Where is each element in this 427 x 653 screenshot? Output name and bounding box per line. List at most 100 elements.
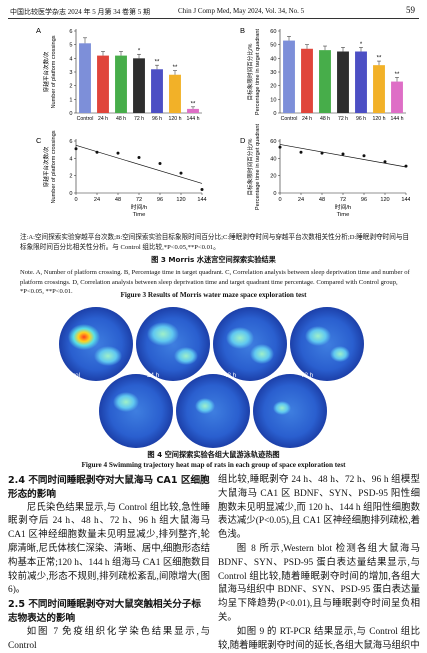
figure-title-en: Figure 3 Results of Morris water maze sp… [120,291,307,299]
x-tick-label: 144 [401,197,410,203]
x-tick-label: 144 [197,197,206,203]
y-axis-title: 穿越平台次数/次 [42,146,50,187]
x-tick-label: 24 h [98,116,108,122]
x-tick-label: 48 h [116,116,126,122]
x-tick-label: 0 [278,197,281,203]
y-tick-label: 0 [69,191,72,197]
x-tick-label: Control [281,116,298,122]
y-axis-title: 目标象限时间百分比/% [246,44,254,101]
y-tick-label: 60 [270,29,276,35]
x-tick-label: Control [77,116,94,122]
significance: ** [191,101,196,107]
heat-map-label: 144 h [253,439,269,446]
y-tick-label: 4 [69,156,72,162]
y-axis-title: 目标象限时间百分比/% [246,139,254,196]
y-tick-label: 2 [69,174,72,180]
x-axis-title: Time [133,212,146,218]
significance: * [138,49,141,55]
significance: ** [155,60,160,66]
point [278,145,282,149]
panel-label: A [36,26,41,35]
heat-map-label: 72 h [301,372,314,379]
x-tick-label: 0 [74,197,77,203]
y-axis-title: Percentage time in target quadrant [255,123,261,210]
x-tick-label: 24 [298,197,304,203]
point [137,155,141,159]
point [299,150,303,154]
y-tick-label: 6 [69,29,72,35]
paragraph: 如图 9 的 RT-PCR 结果显示,与 Control 组比较,随着睡眠剥夺时… [218,626,420,651]
x-tick-label: 48 h [320,116,330,122]
point [341,152,345,156]
figure-4: Control 24 h 48 h 72 h 96 h 120 h 144 h [59,307,364,448]
bar [97,55,109,113]
header-rule [8,18,419,19]
section-heading: 2.4 不同时间睡眠剥夺对大鼠海马 CA1 区细胞形态的影响 [8,475,210,500]
paragraph: 图 8 所示,Western blot 检测各组大鼠海马 BDNF、SYN、PS… [218,543,420,623]
y-tick-label: 20 [270,84,276,90]
y-axis-title: 穿越平台次数/次 [42,51,50,92]
x-axis-title: 时间/h [335,203,351,211]
section-heading: 2.5 不同时间睡眠剥夺对大鼠突触相关分子标志物表达的影响 [8,599,202,624]
bar [151,69,163,113]
x-tick-label: 120 [380,197,389,203]
heat-map-label: 96 h [100,439,113,446]
journal-cn: 中国比较医学杂志 2024 年 5 月第 34 卷第 5 期 [10,8,150,16]
figure-title-cn: 图 3 Morris 水迷宫空间探索实验结果 [151,255,276,264]
y-tick-label: 40 [270,56,276,62]
note-cn: 注:A:空间探索实验穿越平台次数;B:空间探索实验目标象限时间百分比;C:睡眠剥… [20,234,410,251]
y-tick-label: 0 [69,111,72,117]
bar [133,58,145,113]
y-tick-label: 6 [69,139,72,145]
point [158,162,162,166]
x-tick-label: 24 [94,197,100,203]
y-tick-label: 30 [270,70,276,76]
heat-maps [59,307,364,448]
fit-line [279,144,407,168]
figure4-title-en: Figure 4 Swimming trajectory heat map of… [81,461,346,469]
significance: ** [173,65,178,71]
heat-map-label: 24 h [147,372,160,379]
y-tick-label: 3 [69,70,72,76]
x-tick-label: 72 [136,197,142,203]
left-column: 2.4 不同时间睡眠剥夺对大鼠海马 CA1 区细胞形态的影响 尼氏染色结果显示,… [8,474,210,653]
panel-label: B [240,26,245,35]
x-tick-label: 72 h [338,116,348,122]
bar [169,74,181,113]
x-tick-label: 24 h [302,116,312,122]
bar [373,65,385,113]
bar [301,48,313,114]
heat-map-label: 48 h [224,372,237,379]
figure4-title-cn: 图 4 空间探索实验各组大鼠游泳轨迹热图 [147,450,280,459]
y-tick-label: 10 [270,97,276,103]
y-tick-label: 4 [69,56,72,62]
y-axis-title: Number of platform crossings [51,130,57,203]
y-tick-label: 60 [270,139,276,145]
bar [79,43,91,113]
point [383,160,387,164]
x-tick-label: 96 h [356,116,366,122]
note-en: Note. A, Number of platform crossing. B,… [20,269,410,296]
y-tick-label: 2 [69,84,72,90]
x-axis-title: 时间/h [131,203,147,211]
x-axis-title: Time [337,212,350,218]
y-tick-label: 20 [270,174,276,180]
point [320,151,324,155]
page-number: 59 [406,5,415,15]
paragraph: 尼氏染色结果显示,与 Control 组比较,急性睡眠剥夺后 24 h、48 h… [8,502,210,596]
x-tick-label: 48 [115,197,121,203]
y-tick-label: 5 [69,43,72,49]
bar [391,81,403,113]
point [362,154,366,158]
point [179,171,183,175]
bar [355,51,367,113]
fit-line [75,144,203,184]
x-tick-label: 96 [157,197,163,203]
x-tick-label: 96 [361,197,367,203]
point [404,164,408,168]
x-tick-label: 96 h [152,116,162,122]
y-tick-label: 50 [270,43,276,49]
x-tick-label: 144 h [391,116,404,122]
point [95,150,99,154]
